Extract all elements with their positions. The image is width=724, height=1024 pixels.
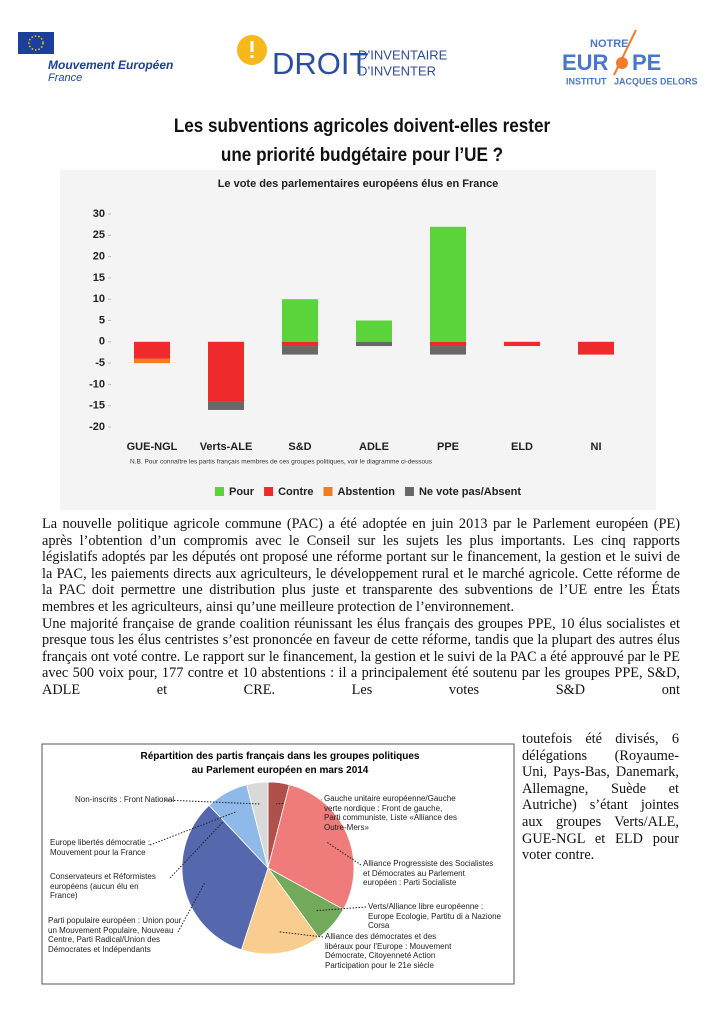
bar-segment — [208, 341, 244, 402]
y-tick-label: -5 — [95, 357, 105, 369]
y-tick-label: 0 — [99, 336, 105, 348]
y-tick-label: -20 — [89, 421, 105, 433]
legend-swatch — [215, 487, 224, 496]
x-tick-label: ADLE — [359, 441, 389, 453]
leader-line — [177, 881, 206, 933]
paragraph: La nouvelle politique agricole commune (… — [42, 516, 680, 615]
bar-segment — [134, 358, 170, 364]
chart-title: Le vote des parlementaires européens élu… — [218, 178, 499, 190]
pie-label: Parti populaire européen : Union pour un… — [48, 916, 182, 954]
eu-flag — [18, 32, 54, 54]
x-tick-label: S&D — [288, 441, 311, 453]
x-tick-label: GUE-NGL — [127, 441, 178, 453]
leader-line — [164, 799, 260, 805]
bar-segment — [430, 226, 466, 342]
leader-line — [149, 811, 238, 846]
paragraph: Une majorité française de grande coaliti… — [42, 615, 680, 698]
logo-line: D’INVENTAIRE — [358, 47, 448, 62]
pie-slice — [267, 784, 355, 910]
bar-segment — [282, 341, 318, 347]
logo-subtext: France — [48, 72, 82, 84]
y-tick-label: 30 — [93, 208, 105, 220]
chart-title: Répartition des partis français dans les… — [140, 751, 420, 762]
bar-segment — [578, 341, 614, 355]
legend-swatch — [404, 487, 414, 496]
pie-slice — [240, 867, 320, 955]
bar-segment — [430, 346, 466, 355]
bar-segment — [282, 299, 318, 342]
logo-mark — [250, 55, 254, 58]
bar-segment — [356, 341, 392, 347]
y-tick-label: 15 — [93, 272, 105, 284]
y-tick-label: 20 — [93, 251, 105, 263]
y-tick-label: -15 — [89, 400, 105, 412]
y-tick-label: 5 — [99, 314, 105, 326]
bar-segment — [208, 401, 244, 410]
x-tick-label: ELD — [511, 441, 533, 453]
y-tick-label: -10 — [89, 378, 105, 390]
pie-label: Verts/Alliance libre européenne : Europe… — [368, 902, 501, 930]
logo-line: INSTITUT — [566, 76, 607, 86]
legend-label: Abstention — [338, 486, 396, 498]
legend-label: Contre — [278, 486, 313, 498]
legend-swatch — [264, 487, 274, 496]
pie-label: Alliance des démocrates et des libéraux … — [325, 932, 452, 970]
bar-segment — [134, 341, 170, 359]
legend-label: Pour — [229, 486, 255, 498]
title-line: Les subventions agricoles doivent-elles … — [173, 116, 551, 137]
legend-swatch — [323, 487, 333, 496]
x-tick-label: Verts-ALE — [200, 441, 253, 453]
leader-line — [169, 820, 225, 879]
logo-word: EUR — [562, 50, 609, 75]
title: Les subventions agricoles doivent-elles … — [36, 112, 688, 170]
logo-line: JACQUES DELORS — [614, 76, 698, 86]
logo-word: PE — [632, 50, 661, 75]
chart-title: au Parlement européen en mars 2014 — [191, 765, 369, 776]
x-tick-label: NI — [591, 441, 602, 453]
legend-label: Ne vote pas/Absent — [419, 486, 521, 498]
pie-label: Gauche unitaire européenne/Gauche verte … — [324, 794, 457, 832]
side-text: toutefois été divisés, 6 délégations (Ro… — [522, 731, 679, 864]
y-tick-label: 25 — [93, 229, 105, 241]
logo-word: DROIT — [272, 46, 369, 81]
pie-slice — [181, 804, 269, 951]
chart-note: N.B. Pour connaître les partis français … — [130, 459, 433, 466]
pie-label: Europe libertés démocratie : Mouvement p… — [50, 838, 151, 857]
pie-label: Non-inscrits : Front National — [75, 795, 175, 804]
bar-segment — [430, 341, 466, 347]
logo-needle — [613, 29, 637, 76]
logo-line: D’INVENTER — [358, 63, 436, 78]
bar-segment — [504, 341, 540, 347]
leader-line — [326, 841, 362, 866]
logo-mark — [250, 41, 254, 52]
title-line: une priorité budgétaire pour l’UE ? — [220, 145, 504, 166]
pie-label: Alliance Progressiste des Socialistes et… — [363, 859, 494, 887]
body-text: La nouvelle politique agricole commune (… — [42, 516, 680, 699]
logo-text: Mouvement Européen — [48, 58, 173, 72]
bar-segment — [356, 320, 392, 342]
pie-label: Conservateurs et Réformistes européens (… — [50, 872, 156, 900]
x-tick-label: PPE — [437, 441, 459, 453]
leader-line — [316, 906, 367, 912]
eu-stars — [28, 35, 44, 51]
logo-top: NOTRE — [590, 38, 629, 50]
y-tick-label: 10 — [93, 293, 105, 305]
bar-segment — [282, 346, 318, 355]
